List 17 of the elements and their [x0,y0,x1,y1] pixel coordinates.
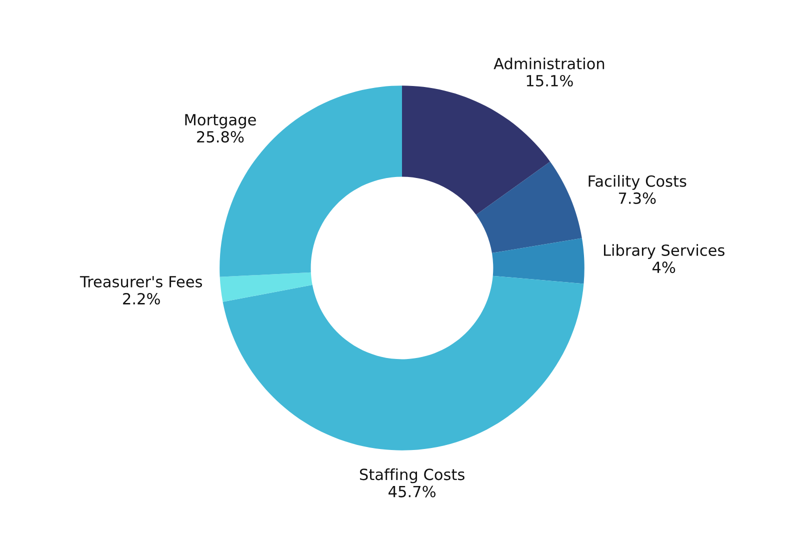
data-label: 15.1% [526,74,573,87]
data-label: 25.8% [197,131,244,143]
slice-label: Treasurer's Fees [80,276,202,288]
slice-label: Facility Costs [588,175,686,190]
data-label: 2.2% [123,292,160,305]
slice-label: Staffing Costs [360,468,464,484]
donut-slice [402,86,550,215]
slice-label: Mortgage [185,114,256,128]
donut-slice [220,272,312,302]
donut-slice [222,276,584,450]
donut-slice [492,238,584,284]
slice-label: Library Services [604,244,724,259]
data-label: 7.3% [618,192,656,204]
data-label: 45.7% [388,486,436,498]
donut-slice [476,162,582,254]
slice-label: Administration [494,58,604,70]
data-label: 4% [652,262,676,274]
